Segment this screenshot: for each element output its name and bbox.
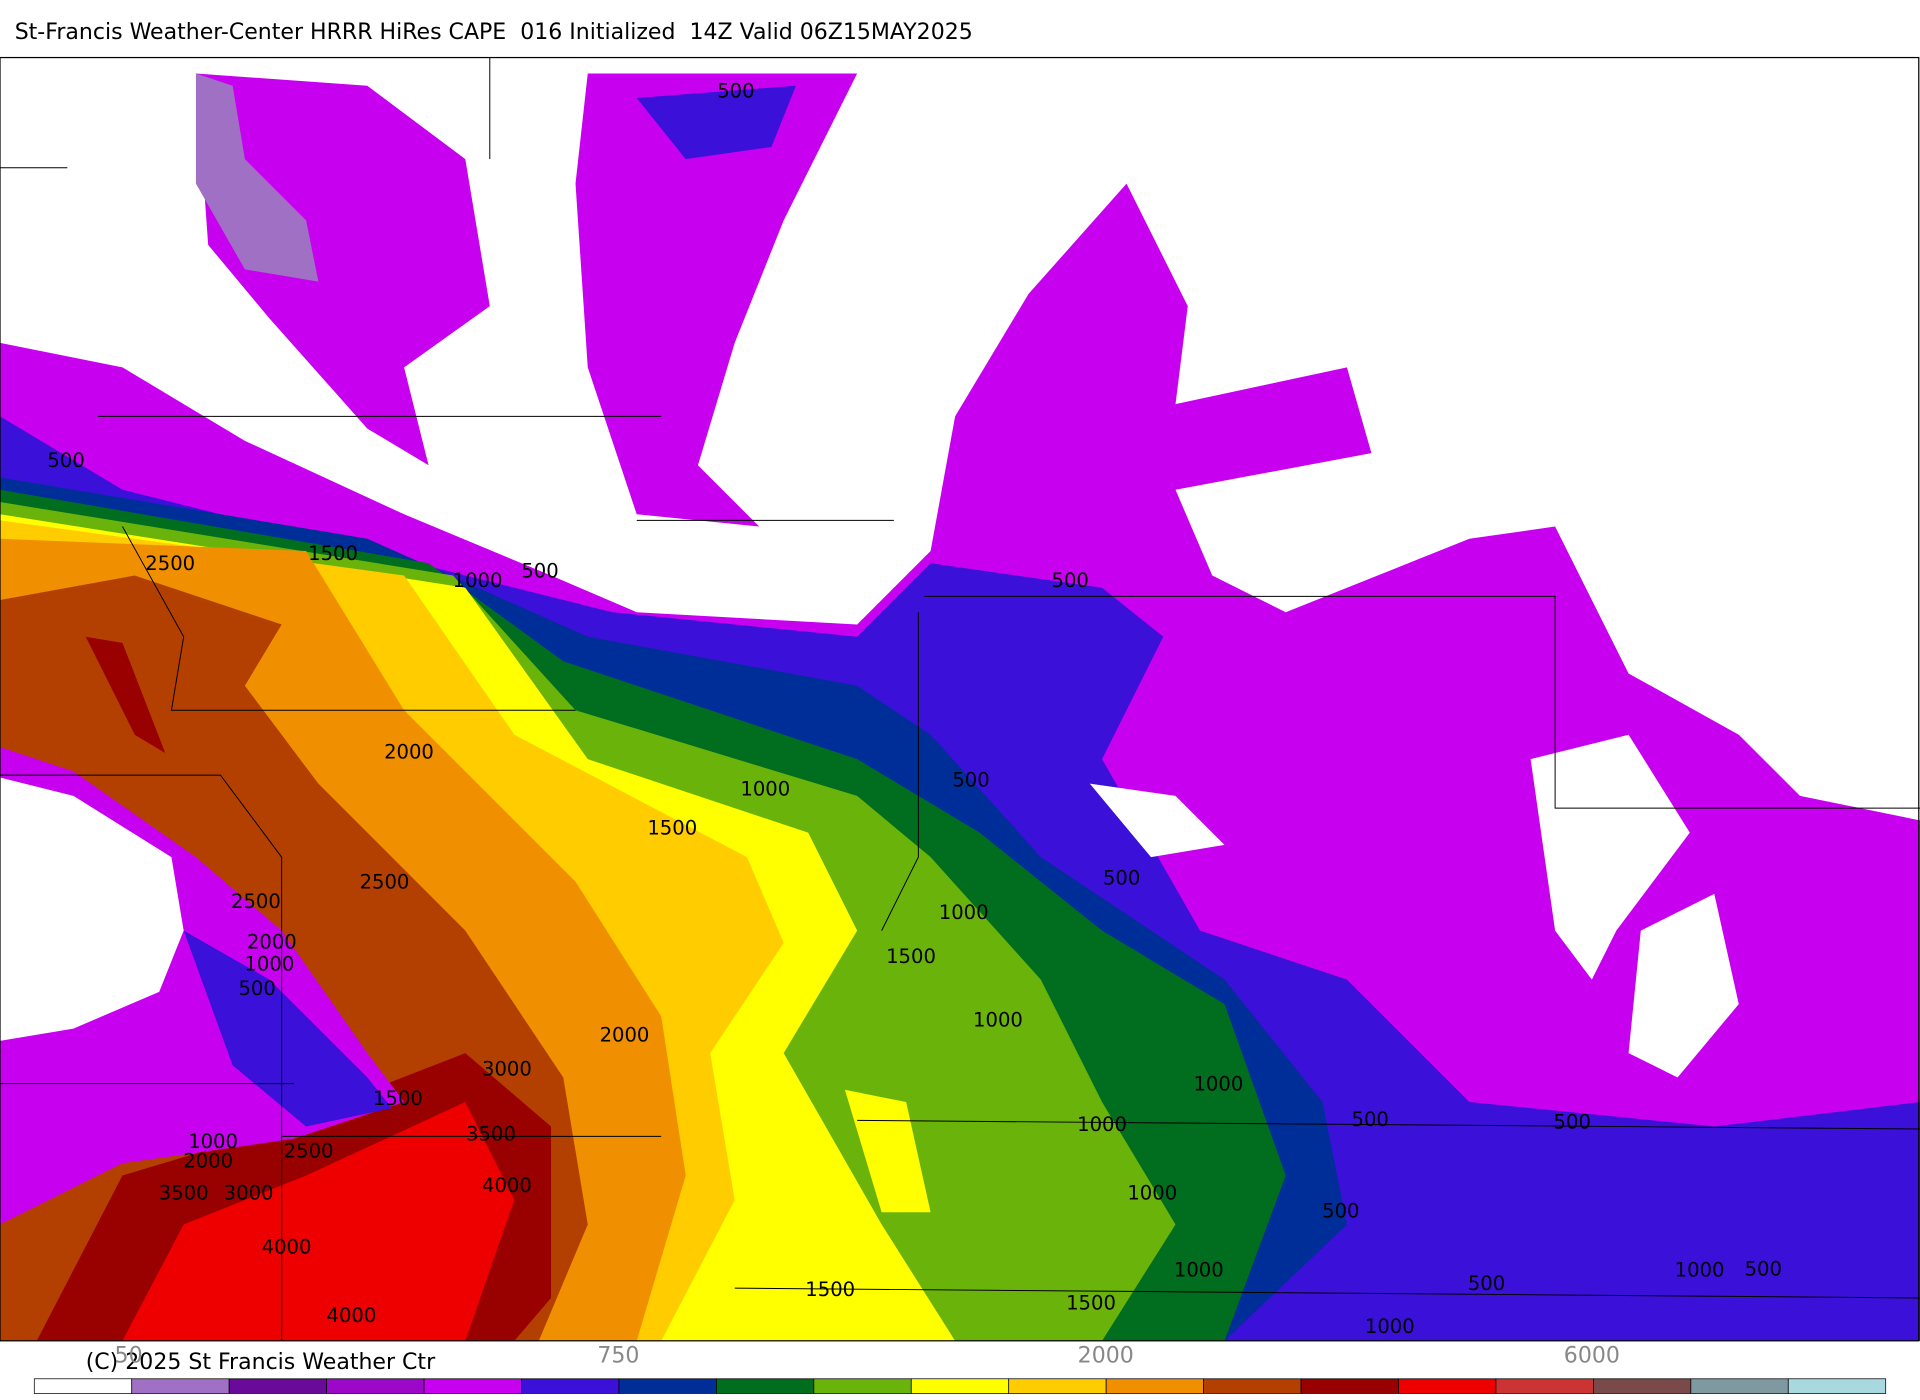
colorbar-swatch (521, 1378, 620, 1394)
contour-label: 2000 (384, 741, 434, 764)
contour-label: 4000 (482, 1174, 532, 1197)
contour-label: 500 (521, 559, 558, 582)
contour-label: 1500 (805, 1278, 855, 1301)
contour-label: 4000 (327, 1304, 377, 1327)
contour-label: 1000 (1127, 1181, 1177, 1204)
contour-label: 1000 (1077, 1113, 1127, 1136)
colorbar-swatch (1008, 1378, 1107, 1394)
contour-label: 3000 (224, 1181, 274, 1204)
contour-label: 2500 (231, 890, 281, 913)
colorbar-swatch (33, 1378, 133, 1394)
contour-label: 500 (952, 769, 989, 792)
map-frame (0, 56, 1920, 1342)
contour-label: 1500 (373, 1087, 423, 1110)
colorbar-swatch (716, 1378, 815, 1394)
contour-label: 2500 (284, 1140, 334, 1163)
cape-magenta-north (195, 73, 858, 527)
contour-label: 1000 (1174, 1259, 1224, 1282)
contour-label: 500 (717, 79, 754, 102)
cape-blue-west (183, 930, 392, 1127)
colorbar-swatch (131, 1378, 230, 1394)
contour-label: 2500 (360, 870, 410, 893)
colorbar: 50 750 2000 6000 (33, 1344, 1887, 1394)
contour-label: 2000 (600, 1023, 650, 1046)
contour-label: 1500 (1066, 1292, 1116, 1315)
colorbar-swatch (910, 1378, 1010, 1394)
colorbar-swatch (1787, 1378, 1887, 1394)
colorbar-swatch (1398, 1378, 1497, 1394)
contour-label: 500 (1468, 1272, 1505, 1295)
no-cape-west (0, 777, 184, 1041)
colorbar-swatch (1300, 1378, 1399, 1394)
title: St-Francis Weather-Center HRRR HiRes CAP… (15, 20, 973, 45)
contour-label: 1000 (740, 777, 790, 800)
contour-label: 1000 (244, 952, 294, 975)
contour-label: 500 (47, 449, 84, 472)
contour-label: 1000 (1675, 1259, 1725, 1282)
contour-label: 1000 (1193, 1072, 1243, 1095)
contour-label: 3500 (466, 1123, 516, 1146)
contour-label: 500 (1052, 569, 1089, 592)
contour-label: 1000 (1365, 1315, 1415, 1338)
colorbar-label: 6000 (1564, 1344, 1620, 1369)
contour-label: 2000 (183, 1150, 233, 1173)
contour-label: 1000 (973, 1009, 1023, 1032)
colorbar-swatch (618, 1378, 717, 1394)
colorbar-label: 50 (115, 1344, 143, 1369)
contour-label: 500 (1103, 867, 1140, 890)
colorbar-swatch (813, 1378, 912, 1394)
contour-label: 500 (1352, 1108, 1389, 1131)
contour-label: 500 (1554, 1110, 1591, 1133)
contour-label: 1000 (453, 569, 503, 592)
contour-label: 500 (1745, 1257, 1782, 1280)
contour-label: 500 (1322, 1200, 1359, 1223)
colorbar-swatch (1495, 1378, 1594, 1394)
colorbar-swatch (1593, 1378, 1692, 1394)
copyright: (C) 2025 St Francis Weather Ctr (86, 1350, 436, 1375)
cape-light-purple (195, 73, 319, 282)
contour-label: 4000 (262, 1235, 312, 1258)
contour-label: 2500 (145, 552, 195, 575)
contour-label: 1500 (647, 816, 697, 839)
colorbar-swatch (1203, 1378, 1302, 1394)
contour-label: 2000 (247, 930, 297, 953)
contour-label: 3000 (482, 1058, 532, 1081)
colorbar-label: 750 (597, 1344, 639, 1369)
contour-label: 1500 (308, 542, 358, 565)
colorbar-swatch (326, 1378, 425, 1394)
cape-red (122, 1102, 515, 1341)
colorbar-swatch (423, 1378, 522, 1394)
colorbar-swatch (228, 1378, 327, 1394)
colorbar-swatch (1690, 1378, 1789, 1394)
contour-label: 500 (238, 977, 275, 1000)
no-cape-east (1089, 734, 1739, 1078)
contour-label: 1000 (188, 1130, 238, 1153)
contour-label: 1000 (939, 901, 989, 924)
contour-label: 3500 (159, 1181, 209, 1204)
state-border (0, 57, 1920, 1341)
colorbar-swatch (1105, 1378, 1204, 1394)
colorbar-label: 2000 (1078, 1344, 1134, 1369)
contour-label: 1500 (886, 945, 936, 968)
